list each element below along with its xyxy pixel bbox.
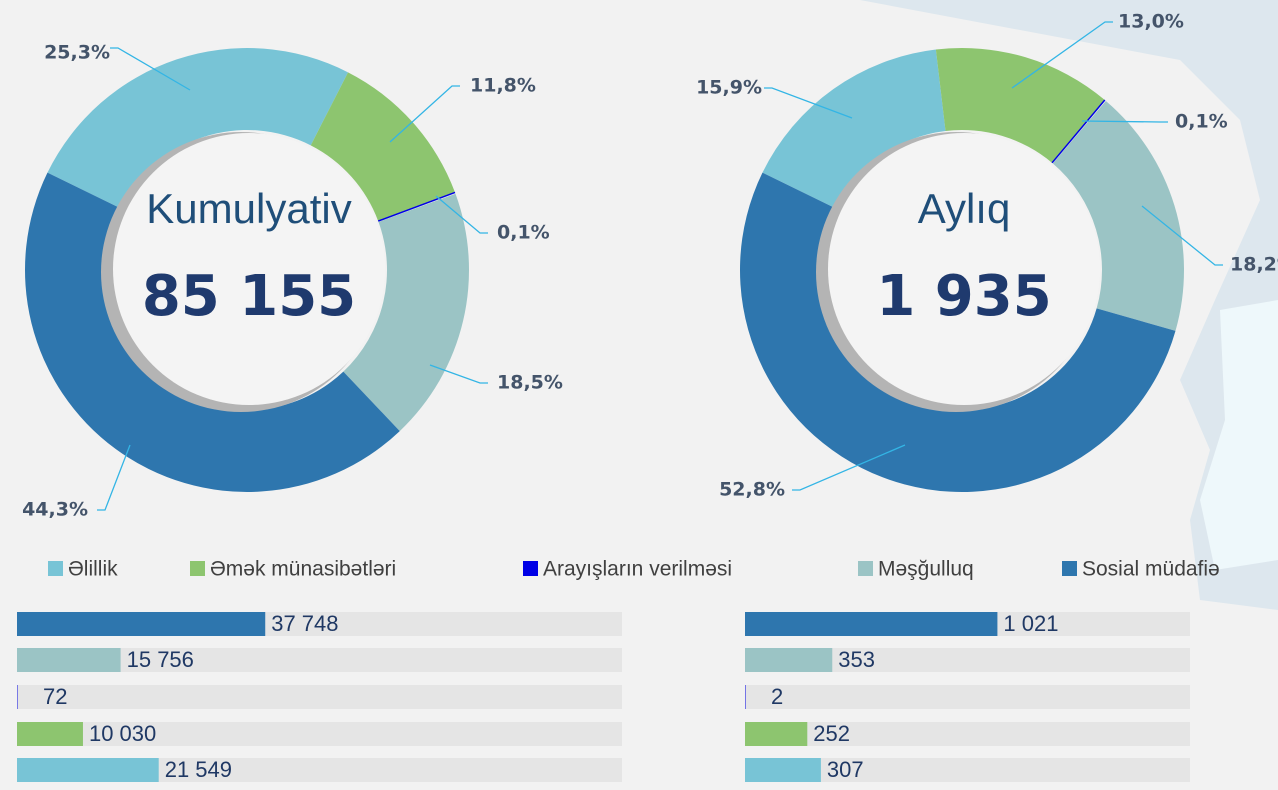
leader-line	[97, 444, 131, 511]
leader-line	[1011, 21, 1113, 89]
slice-label: 44,3%	[22, 499, 88, 521]
bar	[17, 648, 121, 672]
slice-label: 18,2%	[1230, 254, 1278, 276]
center-title: Kumulyativ	[146, 185, 351, 232]
legend-label: Əmək münasibətləri	[210, 558, 396, 581]
leader-line	[389, 85, 460, 143]
slice-label: 25,3%	[44, 42, 110, 64]
slice-label: 11,8%	[470, 75, 536, 97]
bar	[17, 758, 159, 782]
inner-circle	[828, 133, 1100, 405]
legend-swatch	[190, 561, 205, 576]
bar-value-label: 10 030	[89, 721, 156, 746]
slice-label: 0,1%	[1175, 111, 1228, 133]
bar-value-label: 353	[838, 647, 875, 672]
legend-label: Məşğulluq	[878, 558, 974, 581]
leader-line	[435, 195, 488, 234]
slice-label: 0,1%	[497, 222, 550, 244]
leader-line	[1081, 120, 1168, 123]
bar-value-label: 307	[827, 757, 864, 782]
center-title: Aylıq	[918, 185, 1011, 232]
legend-swatch	[858, 561, 873, 576]
bar-value-label: 252	[813, 721, 850, 746]
bar	[17, 722, 83, 746]
leader-line	[110, 47, 191, 91]
slice	[740, 172, 1176, 492]
bar-value-label: 1 021	[1003, 611, 1058, 636]
slice	[25, 172, 400, 492]
legend-label: Arayışların verilməsi	[543, 558, 732, 581]
bar-track	[745, 722, 1190, 746]
legend-swatch	[523, 561, 538, 576]
bar	[745, 722, 808, 746]
legend-swatch	[48, 561, 63, 576]
slice	[310, 72, 456, 222]
bar	[745, 648, 833, 672]
slice	[935, 48, 1105, 163]
leader-line	[429, 364, 488, 384]
slice-label: 52,8%	[719, 479, 785, 501]
bar-value-label: 15 756	[127, 647, 194, 672]
leader-line	[792, 444, 906, 491]
bar-value-label: 72	[43, 684, 67, 709]
slice-label: 13,0%	[1118, 11, 1184, 33]
bar	[17, 612, 266, 636]
slice	[47, 48, 349, 209]
legend-swatch	[1062, 561, 1077, 576]
bar-track	[745, 685, 1190, 709]
slice	[343, 193, 470, 432]
bar-value-label: 37 748	[271, 611, 338, 636]
bar-track	[17, 722, 622, 746]
bar-value-label: 21 549	[165, 757, 232, 782]
center-value: 85 155	[142, 264, 356, 329]
slice	[377, 191, 456, 222]
leader-line	[764, 87, 853, 119]
legend-label: Sosial müdafiə	[1082, 558, 1220, 581]
center-value: 1 935	[876, 264, 1051, 329]
map-sea	[1200, 300, 1278, 570]
bar	[745, 758, 821, 782]
slice	[1051, 99, 1106, 164]
inner-circle	[113, 133, 385, 405]
bar	[745, 612, 998, 636]
slice-label: 15,9%	[696, 77, 762, 99]
leader-line	[1141, 205, 1223, 266]
bar-value-label: 2	[771, 684, 783, 709]
legend-label: Əlillik	[68, 558, 118, 581]
bar-track	[17, 685, 622, 709]
slice	[1052, 100, 1184, 331]
slice	[762, 49, 946, 209]
slice-label: 18,5%	[497, 372, 563, 394]
